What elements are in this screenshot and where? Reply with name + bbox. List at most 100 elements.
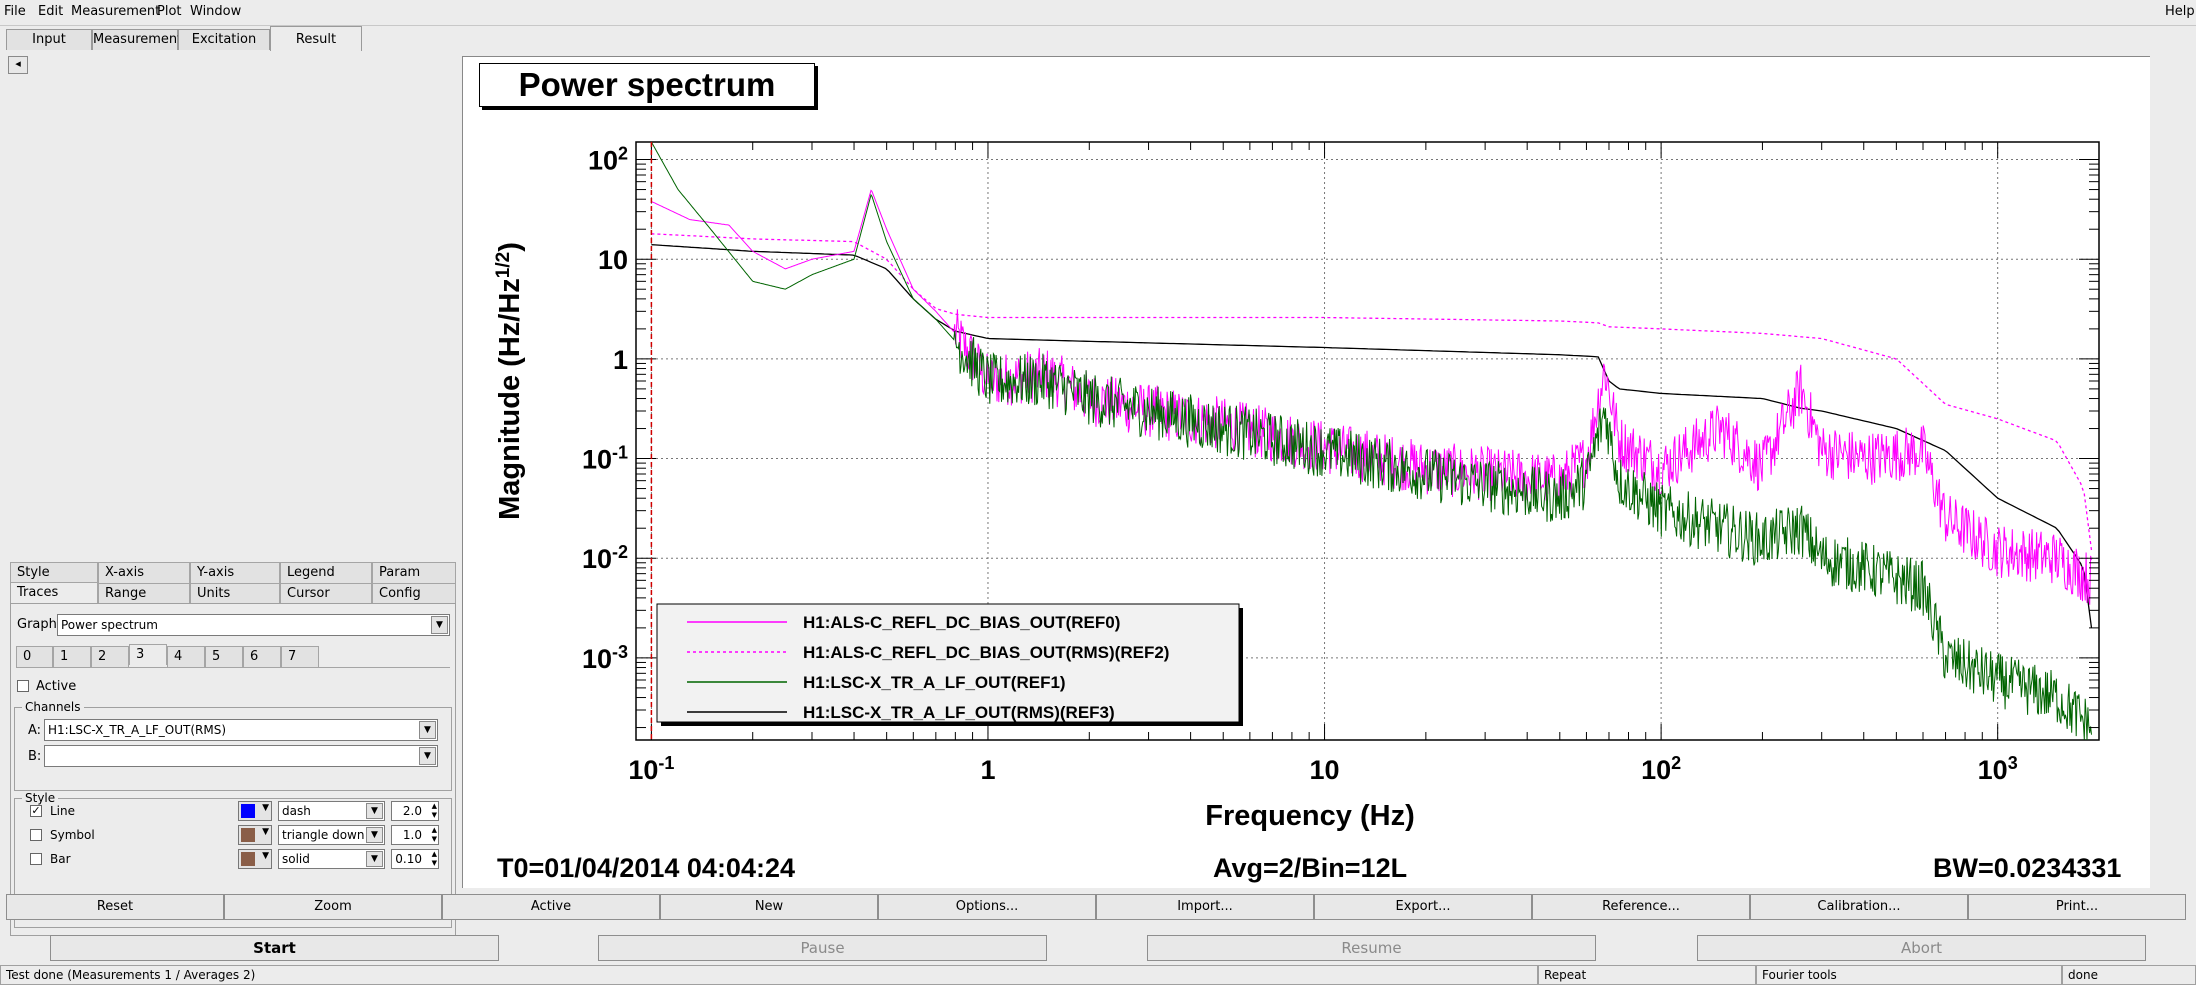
collapse-panel-button[interactable]: ◂ — [8, 56, 28, 74]
bar-size-value: 0.10 — [395, 852, 422, 866]
trace-tab-2[interactable]: 2 — [91, 646, 129, 667]
active-checkbox[interactable] — [17, 680, 29, 692]
legend-box — [656, 603, 1240, 723]
status-state: done — [2062, 965, 2196, 985]
channels-group — [14, 707, 452, 791]
plot-canvas[interactable]: Power spectrum 10-1 1 10 102 103 102 10 1 10-1 10… — [462, 56, 2150, 888]
channel-a-select[interactable]: H1:LSC-X_TR_A_LF_OUT(RMS) ▼ — [44, 719, 438, 741]
legend-entry: H1:ALS-C_REFL_DC_BIAS_OUT(RMS)(REF2) — [803, 643, 1169, 662]
chevron-down-icon: ▼ — [262, 851, 269, 861]
color-swatch — [241, 804, 255, 818]
start-button[interactable]: Start — [50, 935, 499, 961]
tab-excitation[interactable]: Excitation — [178, 29, 270, 50]
tab-measurement[interactable]: Measurement — [92, 29, 182, 50]
reference-button[interactable]: Reference... — [1532, 894, 1750, 920]
symbol-label: Symbol — [50, 828, 95, 842]
channel-b-select[interactable]: ▼ — [44, 745, 438, 767]
color-swatch — [241, 828, 255, 842]
zoom-button[interactable]: Zoom — [224, 894, 442, 920]
tick-label: 103 — [1978, 753, 2018, 785]
legend-entry: H1:ALS-C_REFL_DC_BIAS_OUT(REF0) — [803, 613, 1120, 632]
symbol-style-select[interactable]: triangle down ▼ — [278, 825, 385, 845]
tab-config[interactable]: Config — [372, 583, 456, 604]
tab-param[interactable]: Param — [372, 562, 456, 583]
symbol-checkbox[interactable] — [30, 829, 42, 841]
import-button[interactable]: Import... — [1096, 894, 1314, 920]
options-button[interactable]: Options... — [878, 894, 1096, 920]
line-color-button[interactable]: ▼ — [238, 801, 272, 821]
tick-label: 10 — [598, 245, 628, 275]
tab-legend[interactable]: Legend — [280, 562, 372, 583]
tab-x-axis[interactable]: X-axis — [98, 562, 190, 583]
menu-edit[interactable]: Edit — [38, 4, 64, 19]
graph-select[interactable]: Power spectrum ▼ — [57, 614, 450, 636]
menu-plot[interactable]: Plot — [157, 4, 182, 19]
triangle-left-icon: ◂ — [15, 57, 21, 70]
x-axis-label: Frequency (Hz) — [1205, 800, 1414, 832]
bar-color-button[interactable]: ▼ — [238, 849, 272, 869]
channels-title: Channels — [22, 700, 84, 714]
export-button[interactable]: Export... — [1314, 894, 1532, 920]
symbol-color-button[interactable]: ▼ — [238, 825, 272, 845]
tab-input[interactable]: Input — [6, 29, 92, 50]
new-button[interactable]: New — [660, 894, 878, 920]
menu-file[interactable]: File — [4, 4, 26, 19]
resume-button[interactable]: Resume — [1147, 935, 1596, 961]
status-repeat: Repeat — [1538, 965, 1756, 985]
tab-cursor[interactable]: Cursor — [280, 583, 372, 604]
main-tabs: Input Measurement Excitation Result — [0, 26, 2196, 52]
tab-style[interactable]: Style — [10, 562, 98, 583]
tick-label: 102 — [588, 144, 628, 176]
chevron-down-icon: ▼ — [366, 803, 383, 819]
tab-result[interactable]: Result — [270, 26, 362, 51]
trace-tab-7[interactable]: 7 — [281, 646, 319, 667]
chevron-down-icon: ▼ — [262, 827, 269, 837]
trace-tab-5[interactable]: 5 — [205, 646, 243, 667]
abort-button[interactable]: Abort — [1697, 935, 2146, 961]
status-tools: Fourier tools — [1756, 965, 2062, 985]
plot-title-box[interactable]: Power spectrum — [479, 63, 815, 107]
bar-checkbox[interactable] — [30, 853, 42, 865]
pause-button[interactable]: Pause — [598, 935, 1047, 961]
menu-help[interactable]: Help — [2165, 4, 2195, 19]
legend-entry: H1:LSC-X_TR_A_LF_OUT(RMS)(REF3) — [803, 703, 1115, 722]
tick-label: 10 — [1310, 755, 1340, 785]
menu-bar: File Edit Measurement Plot Window Help — [0, 0, 2196, 26]
menu-measurement[interactable]: Measurement — [71, 4, 161, 19]
tick-label: 1 — [980, 755, 995, 785]
trace-tab-1[interactable]: 1 — [53, 646, 91, 667]
active-button[interactable]: Active — [442, 894, 660, 920]
tick-label: 10-1 — [582, 443, 628, 475]
chart-series — [650, 141, 2093, 741]
color-swatch — [241, 852, 255, 866]
trace-tab-4[interactable]: 4 — [167, 646, 205, 667]
symbol-style-value: triangle down — [282, 828, 365, 842]
bar-style-select[interactable]: solid ▼ — [278, 849, 385, 869]
trace-tab-0[interactable]: 0 — [16, 646, 53, 667]
spinner-arrows-icon: ▲ ▼ — [431, 826, 437, 843]
line-style-select[interactable]: dash ▼ — [278, 801, 385, 821]
reset-button[interactable]: Reset — [6, 894, 224, 920]
spinner-arrows-icon: ▲ ▼ — [431, 802, 437, 819]
print-button[interactable]: Print... — [1968, 894, 2186, 920]
bar-size-spinner[interactable]: 0.10 ▲ ▼ — [391, 849, 439, 869]
trace-tab-3[interactable]: 3 — [129, 644, 167, 665]
menu-window[interactable]: Window — [190, 4, 242, 19]
legend-entry: H1:LSC-X_TR_A_LF_OUT(REF1) — [803, 673, 1066, 692]
line-checkbox[interactable]: ✓ — [30, 804, 42, 817]
trace-tab-6[interactable]: 6 — [243, 646, 281, 667]
tab-y-axis[interactable]: Y-axis — [190, 562, 280, 583]
tick-label: 10-3 — [582, 642, 628, 674]
channel-a-label: A: — [28, 723, 42, 738]
tab-range[interactable]: Range — [98, 583, 190, 604]
avg-readout: Avg=2/Bin=12L — [1213, 853, 1408, 883]
calibration-button[interactable]: Calibration... — [1750, 894, 1968, 920]
tab-traces[interactable]: Traces — [10, 582, 98, 603]
tab-units[interactable]: Units — [190, 583, 280, 604]
tick-label: 1 — [613, 345, 628, 375]
symbol-size-spinner[interactable]: 1.0 ▲ ▼ — [391, 825, 439, 845]
line-size-value: 2.0 — [402, 804, 422, 818]
line-size-spinner[interactable]: 2.0 ▲ ▼ — [391, 801, 439, 821]
